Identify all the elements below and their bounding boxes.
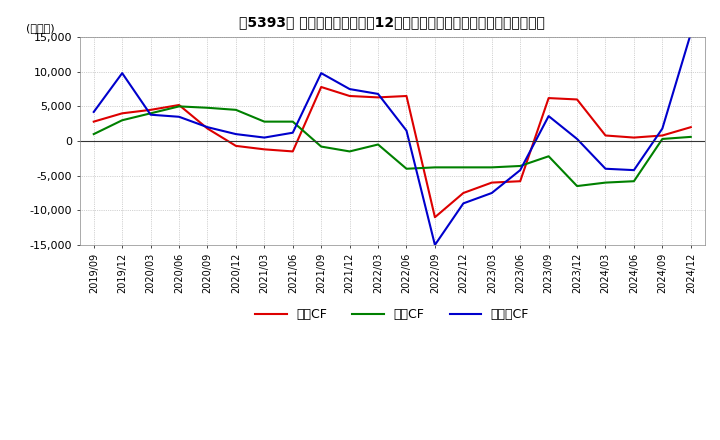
投資CF — [516, 163, 525, 169]
フリーCF — [402, 128, 411, 133]
Line: 投資CF: 投資CF — [94, 106, 690, 186]
フリーCF — [459, 201, 468, 206]
投資CF — [402, 166, 411, 172]
Line: 営業CF: 営業CF — [94, 87, 690, 217]
フリーCF — [487, 191, 496, 196]
営業CF — [346, 93, 354, 99]
フリーCF — [629, 168, 638, 173]
営業CF — [431, 215, 439, 220]
営業CF — [89, 119, 98, 124]
投資CF — [175, 104, 184, 109]
フリーCF — [686, 31, 695, 36]
フリーCF — [431, 242, 439, 248]
営業CF — [487, 180, 496, 185]
投資CF — [487, 165, 496, 170]
投資CF — [658, 136, 667, 142]
投資CF — [89, 132, 98, 137]
投資CF — [374, 142, 382, 147]
投資CF — [317, 144, 325, 149]
営業CF — [629, 135, 638, 140]
営業CF — [686, 125, 695, 130]
投資CF — [118, 117, 127, 123]
フリーCF — [232, 132, 240, 137]
投資CF — [601, 180, 610, 185]
営業CF — [203, 126, 212, 131]
フリーCF — [516, 168, 525, 173]
フリーCF — [658, 126, 667, 131]
営業CF — [459, 191, 468, 196]
Line: フリーCF: フリーCF — [94, 33, 690, 245]
フリーCF — [118, 70, 127, 76]
営業CF — [516, 179, 525, 184]
フリーCF — [601, 166, 610, 172]
営業CF — [374, 95, 382, 100]
営業CF — [601, 133, 610, 138]
フリーCF — [317, 70, 325, 76]
投資CF — [146, 111, 155, 116]
フリーCF — [203, 125, 212, 130]
投資CF — [203, 105, 212, 110]
営業CF — [175, 103, 184, 108]
投資CF — [232, 107, 240, 113]
投資CF — [289, 119, 297, 124]
フリーCF — [89, 109, 98, 114]
営業CF — [260, 147, 269, 152]
フリーCF — [146, 112, 155, 117]
Text: (百万円): (百万円) — [27, 23, 55, 33]
営業CF — [402, 93, 411, 99]
フリーCF — [346, 86, 354, 92]
フリーCF — [260, 135, 269, 140]
営業CF — [232, 143, 240, 149]
投資CF — [629, 179, 638, 184]
投資CF — [544, 154, 553, 159]
フリーCF — [544, 114, 553, 119]
投資CF — [572, 183, 581, 189]
Legend: 営業CF, 投資CF, フリーCF: 営業CF, 投資CF, フリーCF — [251, 303, 534, 326]
営業CF — [658, 133, 667, 138]
営業CF — [544, 95, 553, 101]
フリーCF — [175, 114, 184, 119]
営業CF — [317, 84, 325, 90]
フリーCF — [374, 91, 382, 96]
Title: 【5393】 キャッシュフローの12か月移動合計の対前年同期増減額の推移: 【5393】 キャッシュフローの12か月移動合計の対前年同期増減額の推移 — [239, 15, 545, 29]
営業CF — [289, 149, 297, 154]
フリーCF — [572, 136, 581, 142]
営業CF — [146, 107, 155, 113]
投資CF — [346, 149, 354, 154]
投資CF — [260, 119, 269, 124]
営業CF — [572, 97, 581, 102]
投資CF — [459, 165, 468, 170]
投資CF — [431, 165, 439, 170]
営業CF — [118, 111, 127, 116]
フリーCF — [289, 130, 297, 136]
投資CF — [686, 134, 695, 139]
